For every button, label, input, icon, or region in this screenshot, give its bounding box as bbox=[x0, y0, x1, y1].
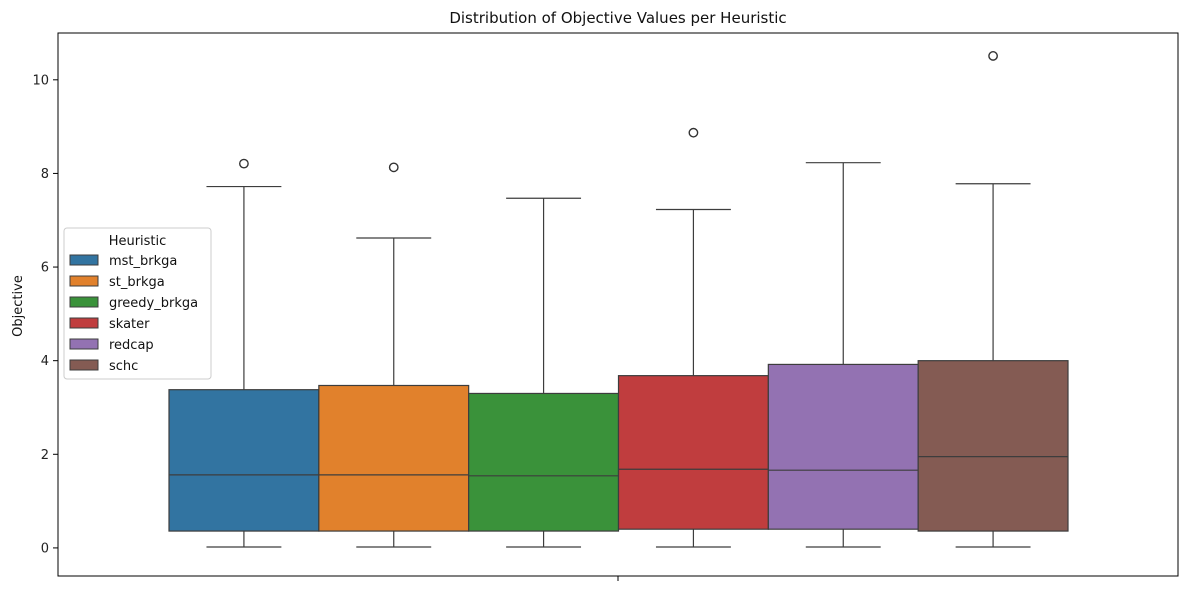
box-schc bbox=[917, 51, 1069, 548]
outlier-point bbox=[388, 162, 399, 173]
legend-swatch-greedy_brkga bbox=[69, 296, 99, 308]
box-redcap bbox=[767, 162, 919, 548]
box-st_brkga bbox=[318, 162, 470, 548]
y-tick-label: 4 bbox=[41, 354, 49, 369]
outlier-point bbox=[239, 158, 249, 169]
legend-swatch-mst_brkga bbox=[69, 254, 99, 266]
legend-label-mst_brkga: mst_brkga bbox=[109, 254, 177, 269]
legend-label-schc: schc bbox=[109, 359, 138, 374]
outlier-point bbox=[988, 51, 998, 61]
legend-label-greedy_brkga: greedy_brkga bbox=[109, 296, 198, 311]
legend: Heuristic mst_brkga st_brkga greedy_brkgask… bbox=[63, 227, 212, 380]
box-skater bbox=[617, 127, 769, 548]
legend-frame bbox=[63, 227, 212, 380]
box-rect bbox=[318, 384, 470, 532]
legend-swatch-redcap bbox=[69, 338, 99, 350]
y-tick-label: 6 bbox=[41, 261, 49, 276]
box-rect bbox=[767, 363, 919, 530]
y-tick-label: 0 bbox=[41, 541, 49, 556]
y-tick-label: 2 bbox=[41, 448, 49, 463]
y-axis: 0 2 4 6 8 10 bbox=[32, 32, 1179, 581]
y-tick-label: 8 bbox=[41, 167, 49, 182]
box-mst_brkga bbox=[168, 158, 320, 548]
legend-label-st_brkga: st_brkga bbox=[109, 275, 165, 290]
box-rect bbox=[168, 389, 320, 532]
chart-title: Distribution of Objective Values per Heu… bbox=[449, 9, 786, 27]
box-greedy_brkga bbox=[468, 197, 620, 548]
y-tick-label: 10 bbox=[32, 73, 49, 88]
plot-area bbox=[168, 51, 1069, 548]
box-rect bbox=[917, 360, 1069, 532]
outlier-point bbox=[688, 127, 699, 138]
legend-label-skater: skater bbox=[109, 317, 150, 332]
y-axis-label: Objective bbox=[11, 275, 26, 337]
legend-swatch-skater bbox=[69, 317, 99, 329]
box-rect bbox=[617, 375, 769, 530]
legend-label-redcap: redcap bbox=[109, 338, 154, 353]
legend-swatch-st_brkga bbox=[69, 275, 99, 287]
legend-title: Heuristic bbox=[109, 234, 167, 249]
box-rect bbox=[468, 392, 620, 532]
legend-swatch-schc bbox=[69, 359, 99, 371]
